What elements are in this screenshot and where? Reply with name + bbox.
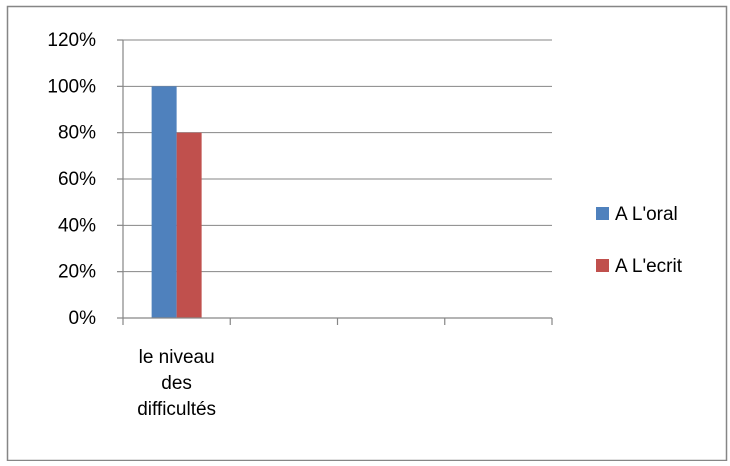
y-tick-label: 80% [58, 123, 96, 144]
legend-swatch [596, 207, 609, 220]
chart-border [6, 5, 728, 462]
y-tick-label: 40% [58, 215, 96, 236]
y-tick-label: 120% [47, 30, 96, 51]
x-category-label: difficultés [137, 399, 216, 420]
bar [151, 86, 177, 318]
x-category-label: le niveau [139, 347, 215, 368]
bar [176, 132, 202, 318]
axes [117, 39, 553, 325]
x-category-label: des [161, 373, 192, 394]
x-axis-category-labels: le niveau des difficultés [137, 347, 216, 420]
legend-label: A L'oral [615, 204, 678, 225]
bars [151, 86, 202, 318]
legend-label: A L'ecrit [615, 256, 683, 277]
y-tick-label: 60% [58, 169, 96, 190]
legend-swatch [596, 259, 609, 272]
legend: A L'oral A L'ecrit [596, 204, 683, 277]
y-tick-label: 20% [58, 262, 96, 283]
y-tick-label: 0% [69, 308, 97, 329]
y-axis-tick-labels: 0% 20% 40% 60% 80% 100% 120% [47, 30, 96, 329]
y-tick-label: 100% [47, 76, 96, 97]
